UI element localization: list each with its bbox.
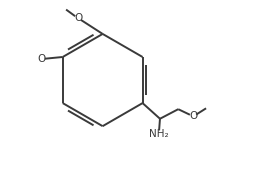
Text: NH₂: NH₂ <box>149 129 169 139</box>
Text: O: O <box>189 111 197 121</box>
Text: O: O <box>38 54 46 64</box>
Text: O: O <box>74 13 82 23</box>
